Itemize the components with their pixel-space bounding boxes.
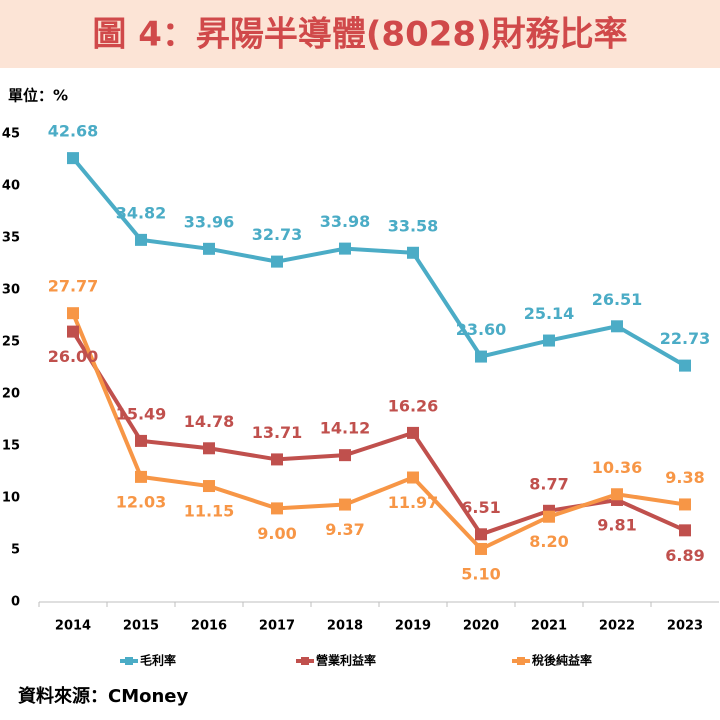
- x-tick-label: 2020: [463, 619, 499, 634]
- x-tick-label: 2016: [191, 619, 227, 634]
- point: [543, 510, 555, 523]
- y-tick-label: 35: [2, 231, 20, 246]
- value-label: 9.37: [325, 520, 364, 539]
- value-label: 16.26: [388, 396, 439, 415]
- value-label: 26.00: [48, 347, 99, 366]
- point: [679, 498, 691, 511]
- point: [339, 498, 351, 511]
- x-tick-label: 2022: [599, 619, 635, 634]
- value-label: 34.82: [116, 203, 167, 222]
- x-tick-label: 2015: [123, 619, 159, 634]
- legend-marker: [517, 657, 525, 665]
- title-banner: [0, 0, 720, 68]
- value-label: 13.71: [252, 423, 303, 442]
- value-label: 25.14: [524, 304, 575, 323]
- point: [475, 528, 487, 541]
- value-label: 9.81: [597, 515, 636, 534]
- point: [203, 442, 215, 455]
- y-tick-label: 30: [2, 283, 20, 298]
- value-label: 33.96: [184, 212, 235, 231]
- point: [407, 426, 419, 439]
- series-line: [71, 156, 687, 368]
- value-label: 33.58: [388, 216, 439, 235]
- point: [135, 233, 147, 246]
- value-label: 15.49: [116, 404, 167, 423]
- y-tick-label: 25: [2, 335, 20, 350]
- x-tick-label: 2018: [327, 619, 363, 634]
- value-label: 6.89: [665, 546, 704, 565]
- x-tick-label: 2019: [395, 619, 431, 634]
- value-label: 33.98: [320, 212, 371, 231]
- x-tick-label: 2014: [55, 619, 91, 634]
- value-label: 9.38: [665, 468, 704, 487]
- legend-marker: [125, 657, 133, 665]
- value-label: 42.68: [48, 122, 99, 141]
- point: [611, 488, 623, 501]
- x-tick-label: 2021: [531, 619, 567, 634]
- point: [67, 325, 79, 338]
- point: [679, 524, 691, 537]
- legend-marker: [301, 657, 309, 665]
- source: 資料來源：CMoney: [18, 685, 189, 707]
- value-label: 8.77: [529, 474, 568, 493]
- point: [407, 246, 419, 259]
- point: [611, 320, 623, 333]
- point: [67, 152, 79, 165]
- y-tick-label: 45: [2, 127, 20, 142]
- value-label: 22.73: [660, 329, 711, 348]
- point: [67, 307, 79, 320]
- point: [475, 542, 487, 555]
- value-label: 26.51: [592, 290, 643, 309]
- value-label: 14.12: [320, 419, 371, 438]
- series-line: [71, 312, 686, 552]
- value-label: 32.73: [252, 225, 303, 244]
- y-tick-label: 0: [11, 595, 20, 610]
- x-tick-label: 2023: [667, 619, 703, 634]
- legend-label: 營業利益率: [316, 653, 376, 668]
- point: [203, 480, 215, 493]
- point: [271, 502, 283, 515]
- point: [271, 453, 283, 466]
- value-label: 11.97: [388, 493, 439, 512]
- value-label: 12.03: [116, 492, 167, 511]
- unit-label: 單位：%: [8, 87, 68, 105]
- legend-label: 毛利率: [140, 653, 176, 668]
- value-label: 11.15: [184, 502, 235, 521]
- point: [339, 242, 351, 255]
- point: [543, 334, 555, 347]
- y-tick-label: 15: [2, 439, 20, 454]
- value-label: 8.20: [529, 532, 568, 551]
- x-tick-label: 2017: [259, 619, 295, 634]
- point: [203, 242, 215, 255]
- chart-title: 圖 4：昇陽半導體(8028)財務比率: [92, 15, 627, 55]
- y-tick-label: 20: [2, 387, 20, 402]
- point: [271, 255, 283, 268]
- value-label: 10.36: [592, 458, 643, 477]
- y-tick-label: 10: [2, 491, 20, 506]
- point: [407, 471, 419, 484]
- point: [135, 470, 147, 483]
- value-label: 6.51: [461, 498, 500, 517]
- y-tick-label: 40: [2, 179, 20, 194]
- value-label: 23.60: [456, 320, 507, 339]
- point: [475, 350, 487, 363]
- y-tick-label: 5: [11, 543, 20, 558]
- point: [339, 449, 351, 462]
- value-label: 5.10: [461, 564, 500, 583]
- value-label: 27.77: [48, 277, 99, 296]
- point: [679, 359, 691, 372]
- legend-label: 稅後純益率: [532, 653, 592, 668]
- value-label: 14.78: [184, 412, 235, 431]
- value-label: 9.00: [257, 524, 296, 543]
- point: [135, 434, 147, 447]
